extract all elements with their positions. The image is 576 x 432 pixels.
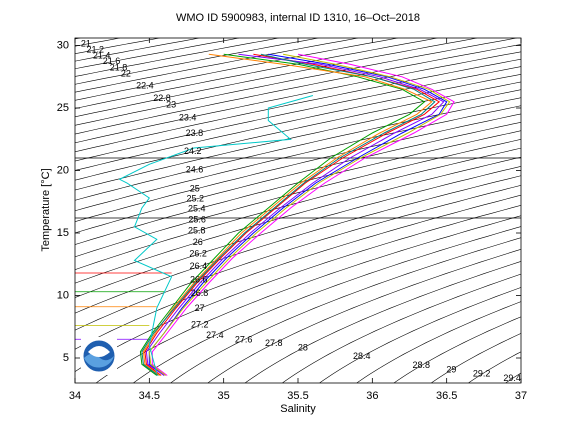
profile-line bbox=[148, 53, 451, 376]
profiles bbox=[75, 53, 521, 376]
contour-label: 21.6 bbox=[103, 56, 121, 66]
density-contour bbox=[75, 130, 521, 245]
y-tick-label: 15 bbox=[57, 227, 69, 239]
density-contour bbox=[75, 38, 398, 101]
contour-label: 22.4 bbox=[136, 81, 154, 91]
logo-wave bbox=[84, 353, 114, 368]
contour-label: 27.8 bbox=[265, 338, 283, 348]
contour-label: 27.2 bbox=[191, 319, 209, 329]
contour-label: 27 bbox=[195, 303, 205, 313]
density-contour bbox=[75, 38, 438, 109]
density-contour bbox=[282, 273, 521, 383]
density-contour bbox=[75, 166, 521, 298]
density-contour bbox=[75, 89, 521, 191]
contour-label: 26.6 bbox=[190, 274, 208, 284]
contour-label: 21 bbox=[81, 39, 91, 49]
density-contour bbox=[244, 261, 521, 383]
density-contour bbox=[75, 156, 521, 284]
density-contour bbox=[319, 287, 521, 383]
density-contour bbox=[75, 38, 478, 118]
profile-line bbox=[144, 53, 441, 376]
density-contour bbox=[75, 51, 521, 144]
contour-label: 25.6 bbox=[188, 214, 206, 224]
contour-label: 23.4 bbox=[179, 112, 197, 122]
density-contour bbox=[207, 249, 521, 383]
contour-label: 27.6 bbox=[235, 334, 253, 344]
density-contour bbox=[75, 105, 521, 212]
contour-label: 25.4 bbox=[188, 204, 206, 214]
contour-label: 21.4 bbox=[93, 51, 111, 61]
contour-label: 26.2 bbox=[189, 249, 207, 259]
x-tick-label: 34 bbox=[69, 390, 81, 402]
noaa-logo bbox=[81, 337, 117, 375]
y-tick-label: 10 bbox=[57, 289, 69, 301]
y-axis-label: Temperature [°C] bbox=[40, 168, 52, 251]
profile-line bbox=[141, 53, 436, 376]
y-tick-label: 25 bbox=[57, 102, 69, 114]
density-contour bbox=[75, 113, 521, 222]
density-contour bbox=[75, 175, 521, 314]
density-contour bbox=[75, 81, 521, 181]
logo-bird bbox=[88, 346, 110, 357]
density-contour bbox=[75, 147, 521, 270]
density-contour bbox=[356, 301, 521, 383]
density-contour bbox=[170, 237, 521, 383]
contour-label: 28.8 bbox=[413, 360, 431, 370]
contour-label: 29 bbox=[446, 364, 456, 374]
density-contour bbox=[393, 316, 521, 383]
density-contour bbox=[133, 226, 521, 383]
density-contour bbox=[75, 44, 521, 135]
contour-label: 23.8 bbox=[186, 128, 204, 138]
density-contour bbox=[75, 121, 521, 234]
contour-label: 24.6 bbox=[186, 164, 204, 174]
contour-label: 21.8 bbox=[110, 62, 128, 72]
contour-label: 28 bbox=[298, 342, 308, 352]
contour-label: 26 bbox=[193, 237, 203, 247]
contour-label: 29.2 bbox=[473, 369, 491, 379]
contour-label: 25 bbox=[190, 184, 200, 194]
contour-label: 27.4 bbox=[206, 330, 224, 340]
density-contour bbox=[75, 38, 517, 126]
contour-label: 23 bbox=[166, 99, 176, 109]
contour-label: 26.4 bbox=[190, 261, 208, 271]
profile-line bbox=[145, 53, 445, 376]
y-tick-label: 30 bbox=[57, 39, 69, 51]
profile-line bbox=[151, 53, 455, 376]
x-tick-label: 35 bbox=[218, 390, 230, 402]
contour-label: 25.2 bbox=[186, 194, 204, 204]
density-contour bbox=[75, 58, 521, 153]
x-axis-label: Salinity bbox=[280, 403, 316, 415]
chart-title: WMO ID 5900983, internal ID 1310, 16–Oct… bbox=[176, 12, 420, 24]
density-contour bbox=[95, 215, 521, 383]
profile-line bbox=[139, 53, 426, 376]
density-contour bbox=[75, 66, 521, 162]
contour-label: 26.8 bbox=[191, 288, 209, 298]
x-tick-label: 36.5 bbox=[436, 390, 457, 402]
contour-label: 25.8 bbox=[188, 226, 206, 236]
x-tick-label: 36 bbox=[366, 390, 378, 402]
x-tick-label: 34.5 bbox=[139, 390, 160, 402]
y-tick-label: 5 bbox=[63, 352, 69, 364]
contour-label: 21.2 bbox=[87, 44, 105, 54]
contour-label: 22 bbox=[121, 69, 131, 79]
density-contour bbox=[75, 139, 521, 258]
contour-label: 24.2 bbox=[184, 146, 202, 156]
contour-label: 28.4 bbox=[353, 351, 371, 361]
profile-line bbox=[142, 53, 433, 376]
profile-line bbox=[118, 95, 314, 374]
x-tick-label: 37 bbox=[515, 390, 527, 402]
x-tick-label: 35.5 bbox=[287, 390, 308, 402]
y-tick-label: 20 bbox=[57, 164, 69, 176]
contour-label: 22.8 bbox=[153, 93, 171, 103]
contour-label: 29.4 bbox=[503, 373, 521, 383]
